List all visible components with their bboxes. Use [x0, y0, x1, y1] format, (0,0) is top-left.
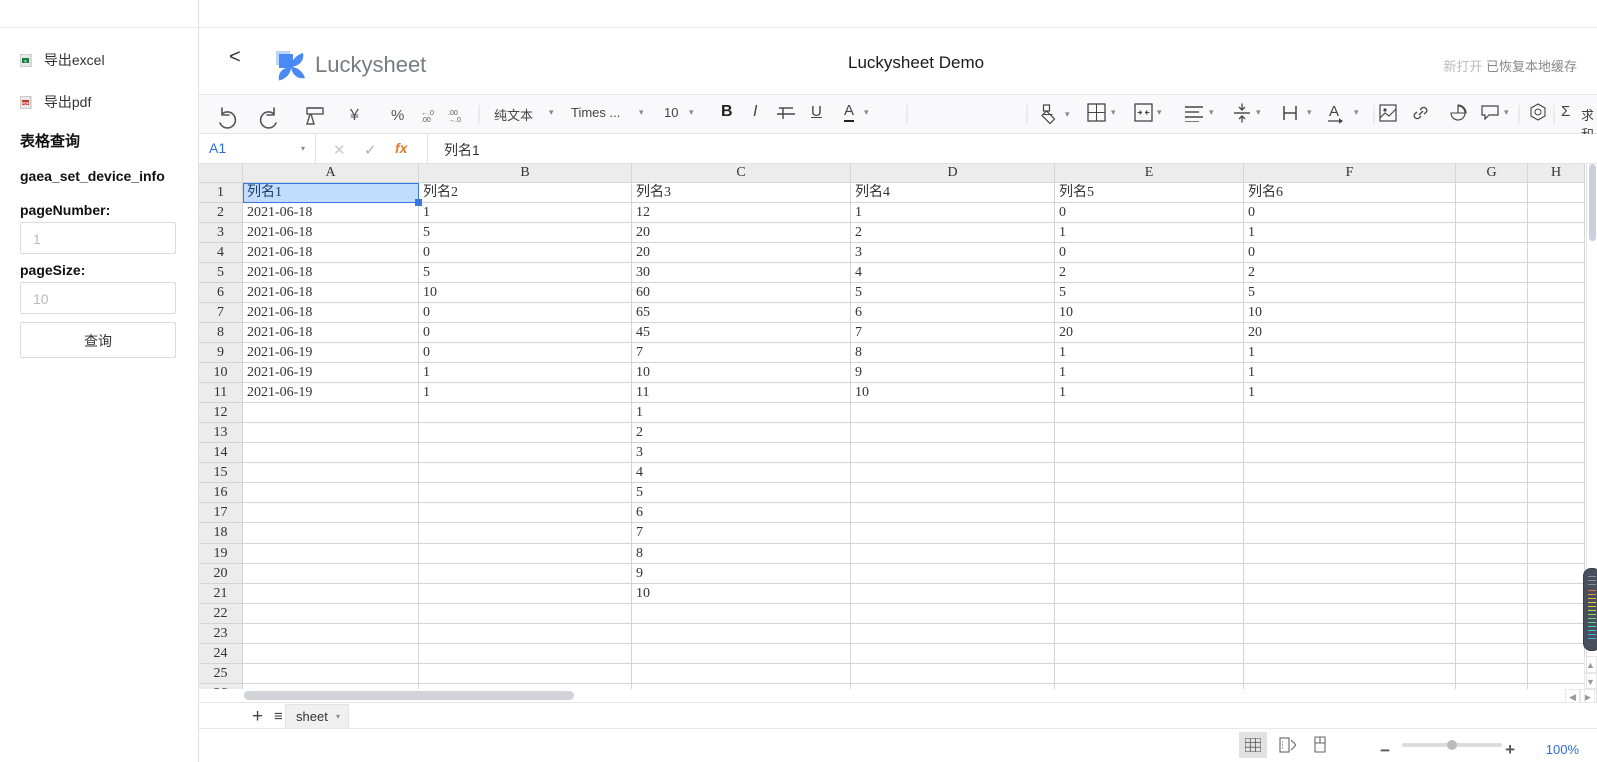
svg-text:%: %	[391, 107, 404, 124]
svg-text:.00: .00	[421, 117, 431, 124]
svg-text:¥: ¥	[349, 107, 359, 124]
svg-text:X: X	[24, 58, 27, 63]
svg-text:PDF: PDF	[22, 101, 29, 105]
svg-text:→.0: →.0	[448, 117, 461, 124]
svg-text:.00: .00	[448, 110, 458, 117]
svg-text:←.0: ←.0	[421, 110, 434, 117]
svg-text:A: A	[1329, 103, 1339, 120]
